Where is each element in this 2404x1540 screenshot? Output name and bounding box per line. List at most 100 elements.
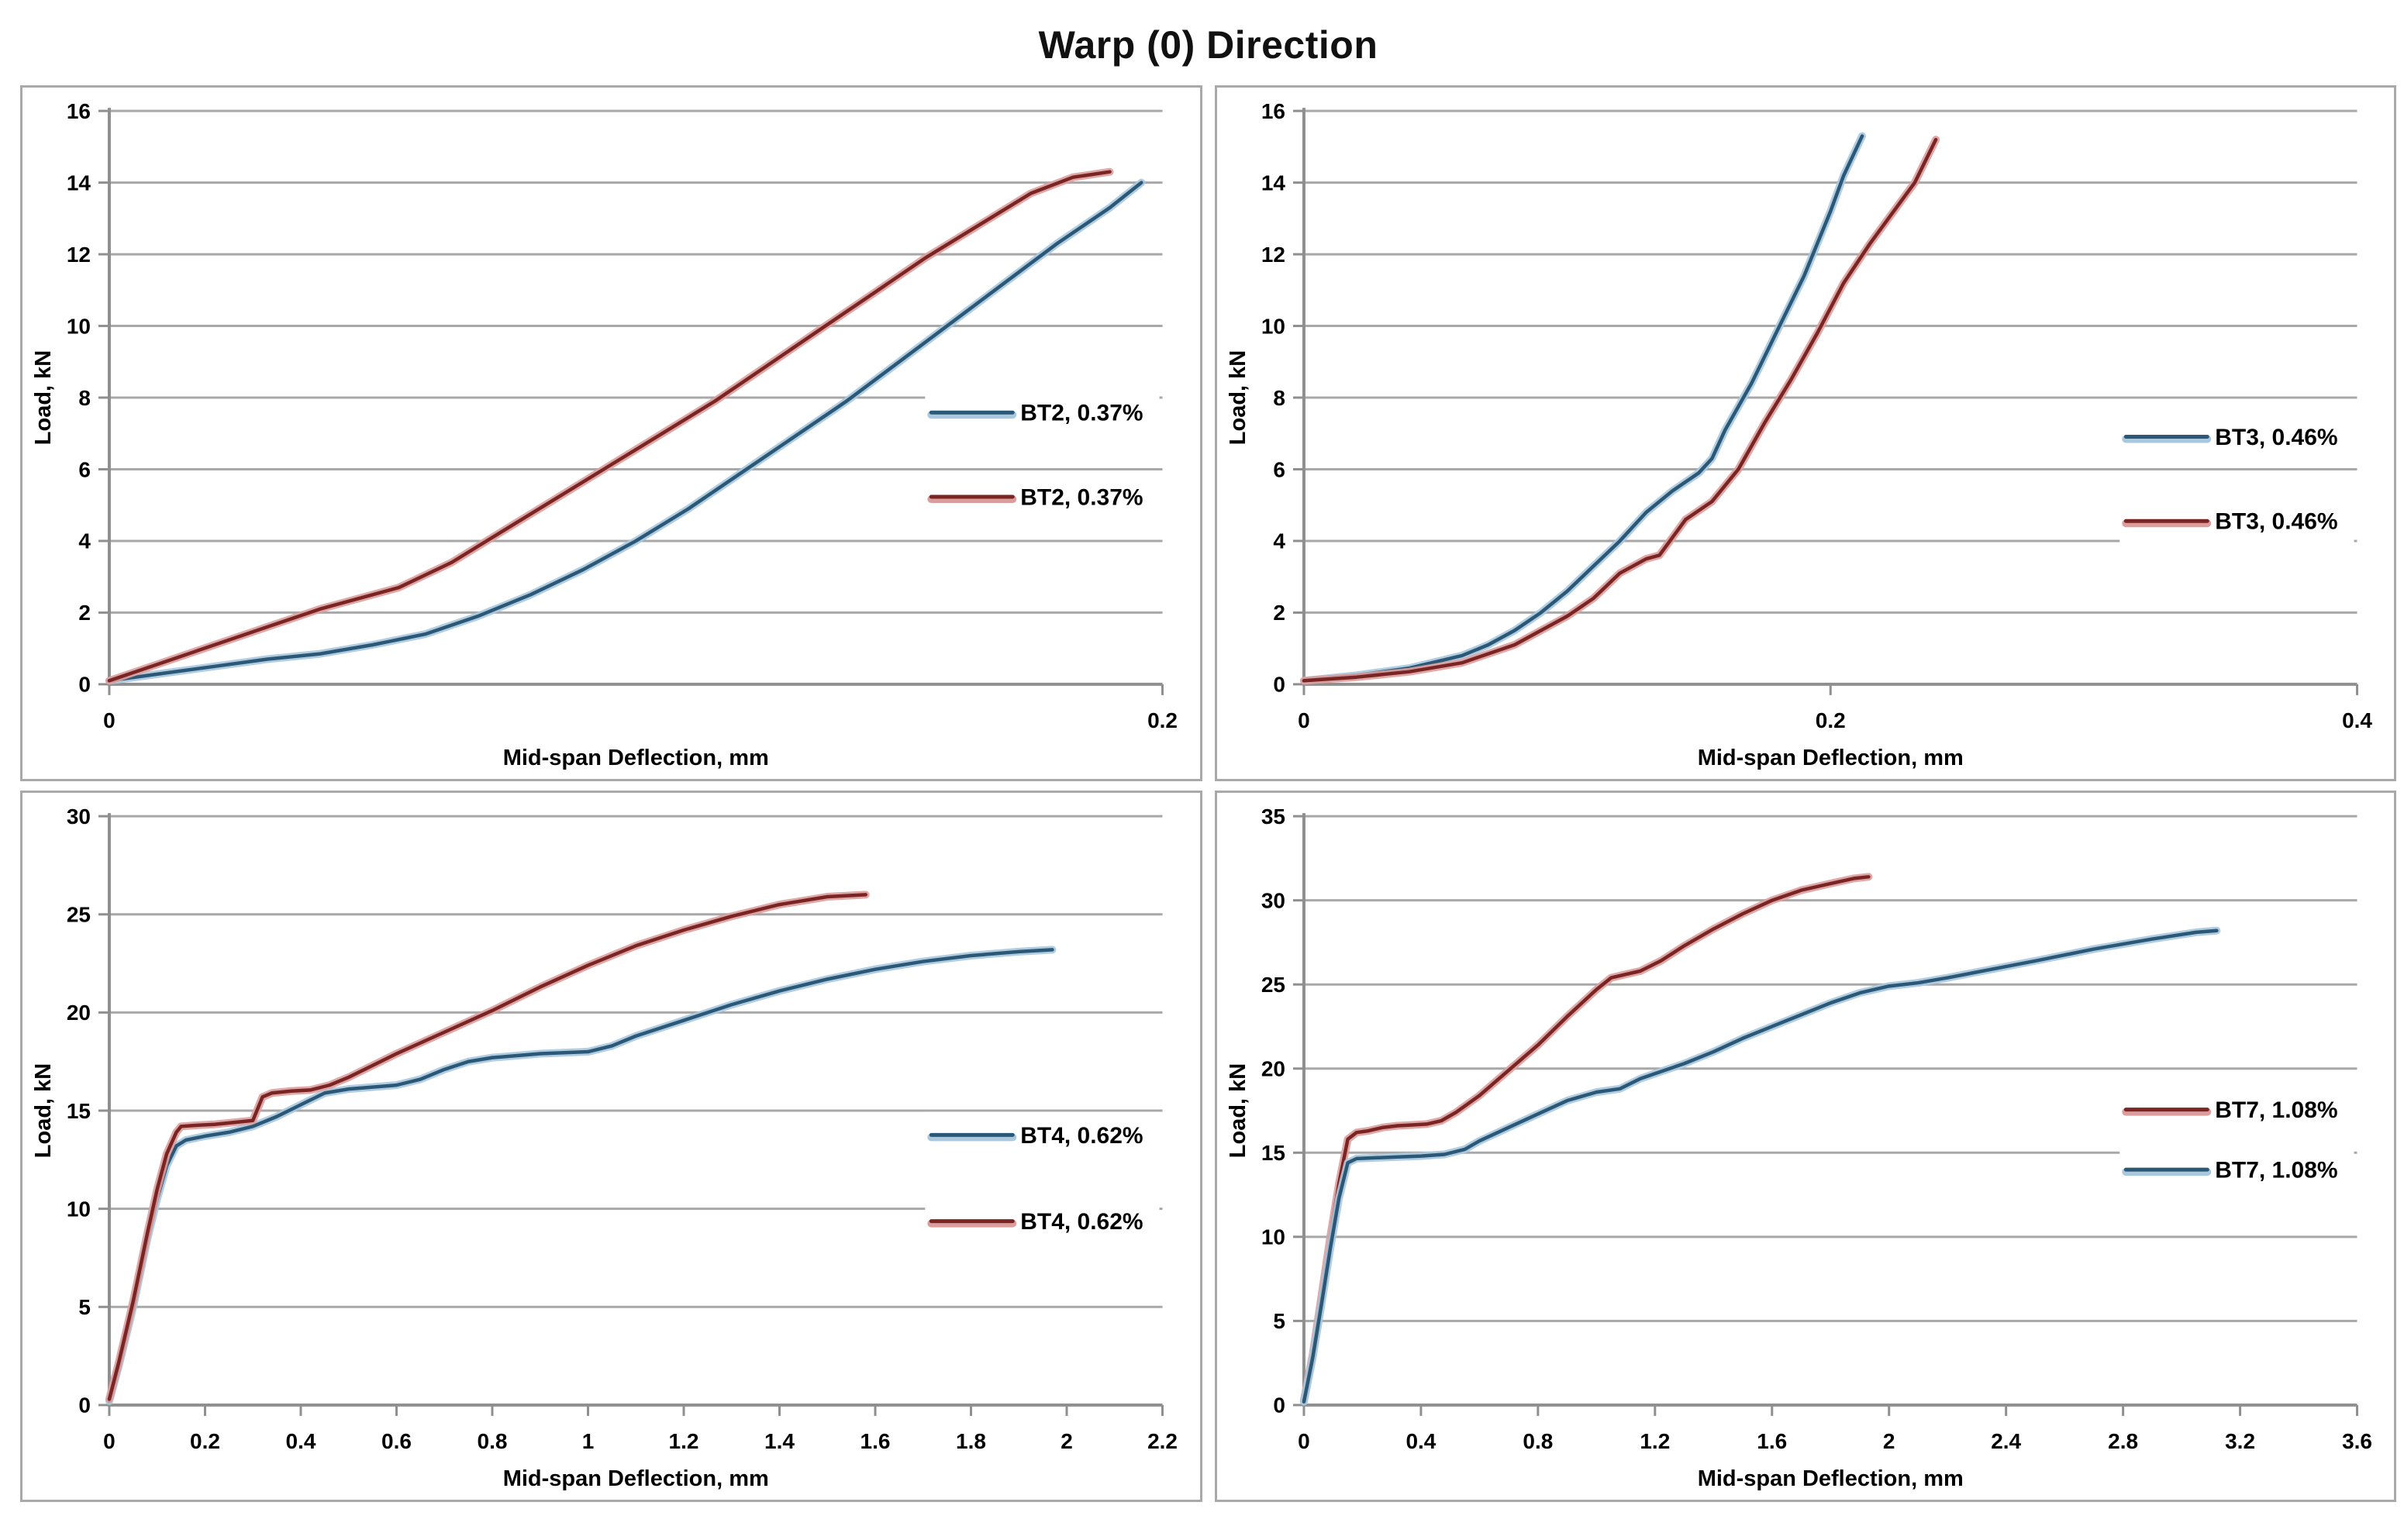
y-tick-label: 12 [1261, 243, 1285, 267]
y-tick-label: 8 [78, 386, 91, 410]
x-tick-label: 0 [103, 708, 116, 732]
y-tick-label: 4 [1273, 529, 1285, 553]
y-axis-label: Load, kN [31, 1063, 56, 1158]
x-tick-label: 0.6 [381, 1429, 412, 1453]
x-tick-label: 3.2 [2225, 1429, 2255, 1453]
x-tick-label: 1.2 [1640, 1429, 1670, 1453]
series-line-red [1302, 875, 1871, 1402]
x-tick-label: 0.8 [1523, 1429, 1553, 1453]
y-tick-label: 0 [1273, 673, 1285, 697]
chart-panel-bottom-right: 0 5 10 15 20 25 30 35 0 0.4 0.8 1.2 1.6 2 2.4 2.8 3.2 3.6… [1214, 791, 2396, 1502]
series-halo-blue [1299, 132, 1866, 685]
series-line-blue [107, 948, 1054, 1404]
chart-panel-top-right: 0 2 4 6 8 10 12 14 16 0 0.2 0.4 Mid-span Deflection,… [1214, 85, 2396, 781]
y-tick-label: 14 [67, 171, 91, 195]
y-tick-label: 15 [67, 1099, 91, 1123]
x-axis-label: Mid-span Deflection, mm [503, 1466, 769, 1491]
x-tick-label: 1 [582, 1429, 595, 1453]
x-tick-label: 1.2 [669, 1429, 699, 1453]
x-tick-label: 1.6 [861, 1429, 891, 1453]
y-tick-label: 10 [67, 1197, 91, 1221]
y-tick-label: 30 [67, 804, 91, 829]
y-tick-label: 6 [78, 457, 91, 481]
y-tick-label: 15 [1261, 1141, 1285, 1165]
legend-label: BT3, 0.46% [2215, 425, 2337, 450]
x-tick-label: 0.2 [1815, 708, 1845, 732]
series-line-blue [1302, 928, 2219, 1404]
series-line-red [1302, 137, 1937, 683]
y-tick-label: 20 [67, 1001, 91, 1025]
x-tick-label: 2.2 [1147, 1429, 1178, 1453]
x-tick-label: 0.2 [190, 1429, 220, 1453]
x-tick-label: 0 [1298, 1429, 1310, 1453]
x-tick-label: 0.8 [478, 1429, 508, 1453]
y-tick-label: 14 [1261, 171, 1285, 195]
x-axis-label: Mid-span Deflection, mm [1697, 1466, 1963, 1491]
y-tick-label: 12 [67, 243, 91, 267]
x-tick-label: 1.6 [1757, 1429, 1787, 1453]
chart-panel-bottom-left: 0 5 10 15 20 25 30 0 0.2 0.4 0.6 0.8 1 1.2 1.4 1.6 1.8 2 2… [20, 791, 1202, 1502]
chart-svg-bottom-right: 0 5 10 15 20 25 30 35 0 0.4 0.8 1.2 1.6 2 2.4 2.8 3.2 3.6… [1225, 804, 2372, 1491]
x-tick-label: 2 [1882, 1429, 1895, 1453]
y-tick-label: 2 [78, 601, 91, 625]
y-tick-label: 6 [1273, 457, 1285, 481]
legend-label: BT2, 0.37% [1020, 401, 1143, 426]
series-halo-red [1299, 136, 1940, 685]
y-tick-label: 5 [1273, 1309, 1285, 1333]
y-axis-label: Load, kN [1225, 350, 1250, 445]
x-tick-label: 0 [103, 1429, 116, 1453]
x-tick-label: 3.6 [2342, 1429, 2372, 1453]
x-tick-label: 1.8 [956, 1429, 986, 1453]
series-halo-red [105, 891, 870, 1404]
legend-label: BT7, 1.08% [2215, 1158, 2337, 1183]
series-line-red [107, 893, 867, 1401]
series-line-blue [107, 181, 1143, 683]
figure-title: Warp (0) Direction [1038, 23, 1378, 67]
y-tick-label: 16 [1261, 99, 1285, 123]
chart-grid: 0 2 4 6 8 10 12 14 16 0 0.2 Mid-span Deflection, mm… [20, 85, 2396, 1502]
x-tick-label: 2.4 [1991, 1429, 2021, 1453]
series-halo-blue [1299, 926, 2220, 1406]
series-line-red [107, 170, 1112, 683]
y-tick-label: 4 [78, 529, 91, 553]
y-tick-label: 10 [67, 314, 91, 338]
y-tick-label: 0 [78, 673, 91, 697]
x-axis-label: Mid-span Deflection, mm [503, 746, 769, 770]
series-halo-blue [105, 946, 1057, 1405]
y-tick-label: 10 [1261, 1225, 1285, 1249]
x-tick-label: 0.4 [1405, 1429, 1436, 1453]
series-line-blue [1302, 134, 1864, 683]
y-tick-label: 5 [78, 1295, 91, 1319]
chart-panel-top-left: 0 2 4 6 8 10 12 14 16 0 0.2 Mid-span Deflection, mm… [20, 85, 1202, 781]
y-tick-label: 2 [1273, 601, 1285, 625]
legend-label: BT4, 0.62% [1020, 1209, 1143, 1235]
chart-svg-top-left: 0 2 4 6 8 10 12 14 16 0 0.2 Mid-span Deflection, mm… [31, 99, 1178, 770]
y-tick-label: 0 [78, 1394, 91, 1418]
y-tick-label: 10 [1261, 314, 1285, 338]
y-tick-label: 20 [1261, 1057, 1285, 1081]
y-axis-label: Load, kN [31, 350, 56, 445]
x-tick-label: 0.2 [1147, 708, 1178, 732]
y-tick-label: 35 [1261, 804, 1285, 829]
x-tick-label: 2.8 [2108, 1429, 2138, 1453]
y-tick-label: 16 [67, 99, 91, 123]
y-tick-label: 8 [1273, 386, 1285, 410]
legend-label: BT7, 1.08% [2215, 1097, 2337, 1123]
x-tick-label: 2 [1061, 1429, 1073, 1453]
legend-label: BT3, 0.46% [2215, 509, 2337, 535]
chart-svg-top-right: 0 2 4 6 8 10 12 14 16 0 0.2 0.4 Mid-span Deflection,… [1225, 99, 2372, 770]
x-tick-label: 0.4 [2342, 708, 2372, 732]
chart-svg-bottom-left: 0 5 10 15 20 25 30 0 0.2 0.4 0.6 0.8 1 1.2 1.4 1.6 1.8 2 2… [31, 804, 1178, 1491]
x-tick-label: 0.4 [286, 1429, 316, 1453]
x-axis-label: Mid-span Deflection, mm [1697, 746, 1963, 770]
x-tick-label: 0 [1298, 708, 1310, 732]
y-tick-label: 25 [1261, 973, 1285, 997]
y-tick-label: 0 [1273, 1394, 1285, 1418]
y-axis-label: Load, kN [1225, 1063, 1250, 1158]
y-tick-label: 30 [1261, 888, 1285, 912]
y-tick-label: 25 [67, 903, 91, 927]
legend-label: BT2, 0.37% [1020, 485, 1143, 511]
x-tick-label: 1.4 [764, 1429, 795, 1453]
legend-label: BT4, 0.62% [1020, 1123, 1143, 1149]
